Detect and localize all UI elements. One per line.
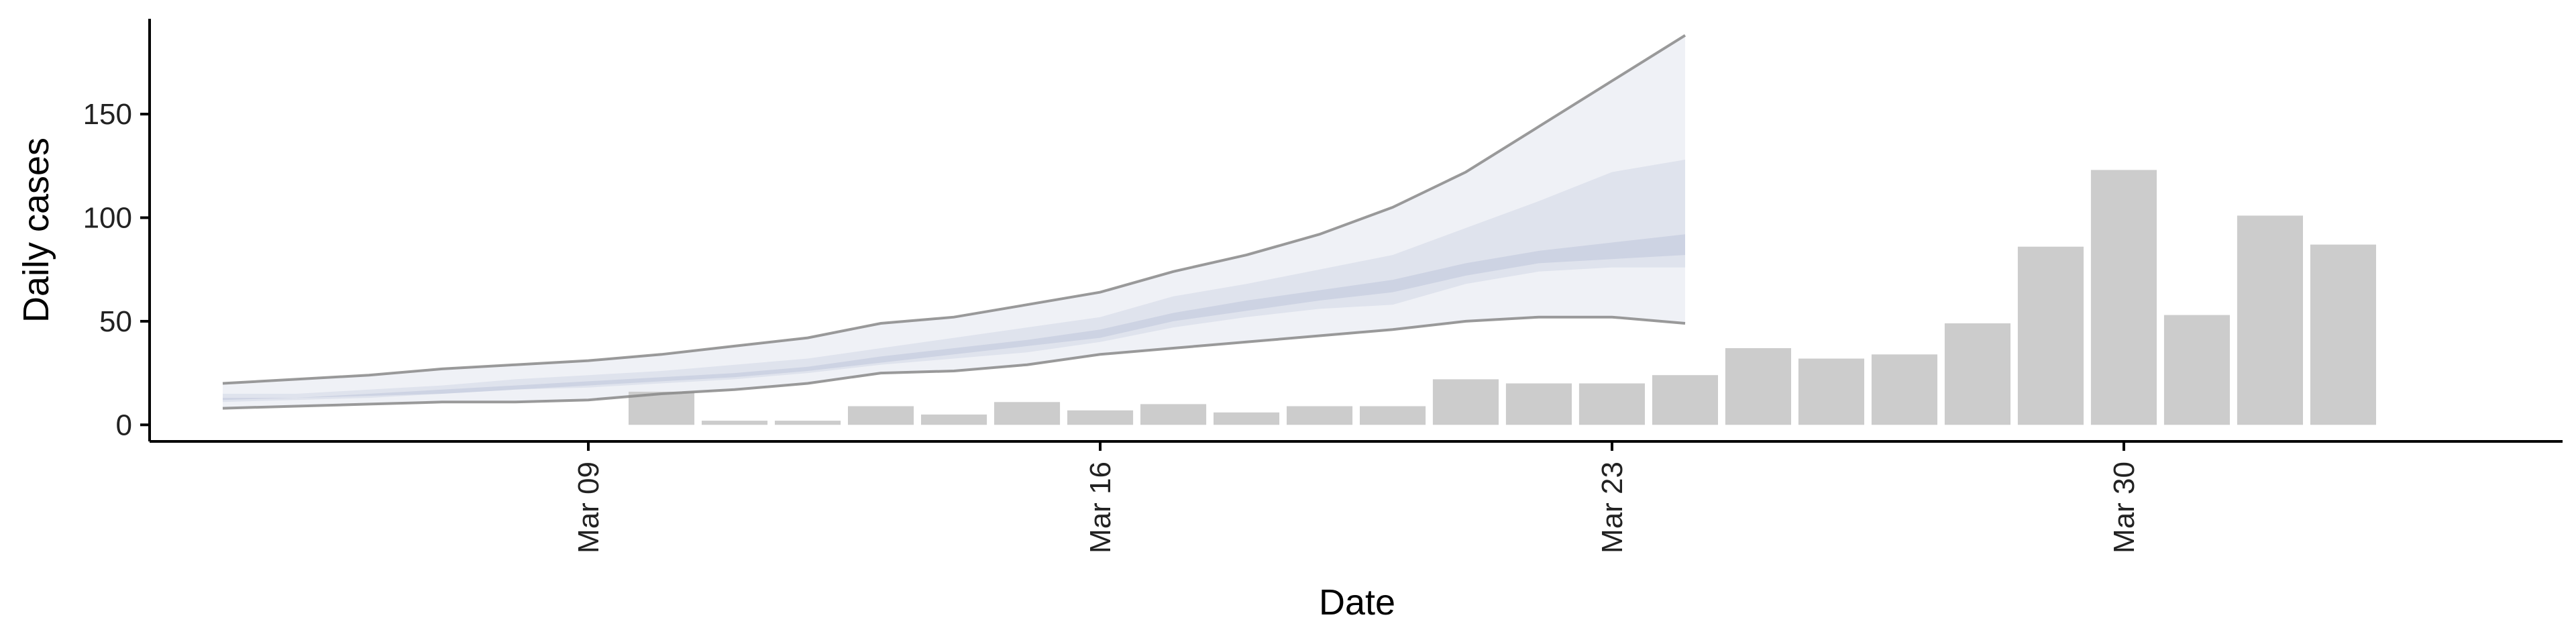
bar-2020-03-23 (1578, 383, 1645, 425)
estimate-upper-line (222, 34, 1686, 385)
y-axis-title: Daily cases (16, 138, 56, 323)
bar-2020-03-26 (1798, 358, 1864, 425)
estimate-lower-line (222, 315, 1686, 410)
x-tick-label-Mar 09: Mar 09 (572, 462, 605, 553)
estimate-band-outer (223, 35, 1685, 409)
bar-2020-03-18 (1214, 412, 1280, 425)
estimate-bands (223, 35, 1685, 409)
bar-2020-03-14 (921, 414, 987, 425)
estimate-band-inner (223, 234, 1685, 400)
bar-2020-03-15 (994, 402, 1061, 425)
bar-2020-04-01 (2237, 215, 2303, 425)
bar-2020-03-16 (1067, 410, 1134, 425)
axes: 0 50 100 150 Mar 09 Mar 16 Mar 23 Mar 30 (83, 19, 2563, 553)
bar-2020-03-27 (1871, 354, 1937, 425)
bar-2020-04-02 (2310, 244, 2376, 425)
bar-2020-03-24 (1652, 375, 1718, 425)
bar-2020-03-20 (1360, 406, 1426, 425)
bar-2020-03-31 (2163, 315, 2230, 425)
x-ticks: Mar 09 Mar 16 Mar 23 Mar 30 (572, 441, 2141, 553)
bars (629, 170, 2376, 425)
estimate-lines (222, 34, 1686, 410)
bar-2020-03-17 (1140, 404, 1207, 425)
bar-2020-03-22 (1505, 383, 1572, 425)
bar-2020-03-21 (1432, 379, 1499, 425)
x-tick-label-Mar 30: Mar 30 (2108, 462, 2141, 553)
bar-2020-03-13 (848, 406, 914, 425)
plot-area (222, 34, 2376, 425)
estimate-band-middle (223, 160, 1685, 402)
x-tick-label-Mar 23: Mar 23 (1596, 462, 1629, 553)
bar-2020-03-28 (1944, 323, 2010, 425)
bar-2020-03-19 (1287, 406, 1353, 425)
bar-2020-03-25 (1725, 348, 1791, 425)
bar-2020-03-29 (2017, 246, 2084, 425)
x-axis-title: Date (1319, 582, 1395, 623)
y-tick-label-100: 100 (83, 202, 132, 235)
bar-2020-03-11 (702, 421, 768, 425)
y-ticks: 0 50 100 150 (83, 98, 150, 441)
bar-2020-03-30 (2090, 170, 2157, 425)
y-tick-label-50: 50 (99, 305, 132, 338)
bar-2020-03-10 (629, 391, 695, 425)
x-tick-label-Mar 16: Mar 16 (1084, 462, 1117, 553)
y-tick-label-150: 150 (83, 98, 132, 131)
bar-2020-03-12 (775, 421, 841, 425)
y-tick-label-0: 0 (116, 409, 132, 441)
